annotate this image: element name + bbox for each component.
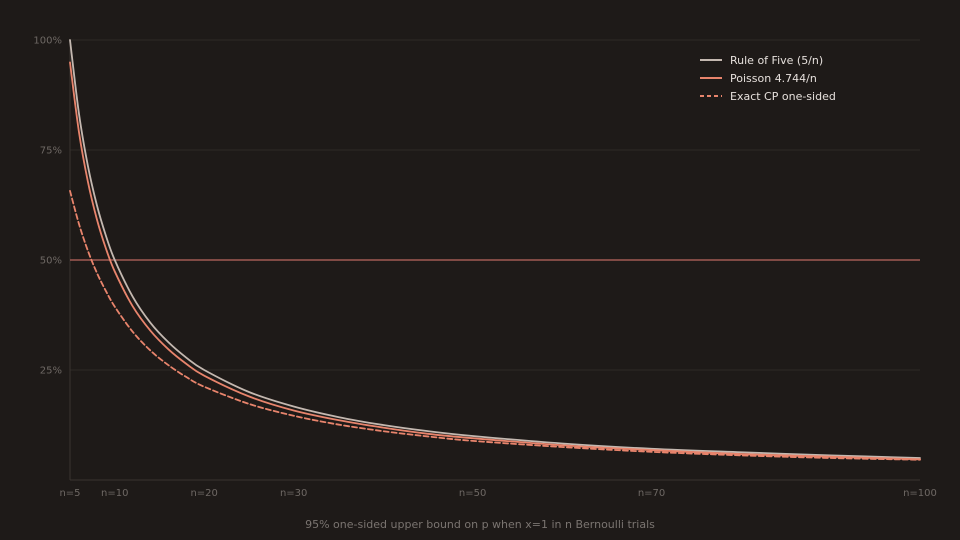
legend-item-rule-of-five: Rule of Five (5/n) <box>700 54 823 67</box>
legend-label: Exact CP one-sided <box>730 90 836 103</box>
x-tick-label: n=100 <box>903 488 937 499</box>
y-tick-label: 100% <box>33 36 62 47</box>
legend-label: Rule of Five (5/n) <box>730 54 823 67</box>
x-axis-label: 95% one-sided upper bound on p when x=1 … <box>305 518 655 531</box>
legend-item-poisson: Poisson 4.744/n <box>700 72 817 85</box>
x-tick-label: n=20 <box>190 488 217 499</box>
y-tick-label: 25% <box>40 366 62 377</box>
tick-label-layer: 25% 50% 75% 100% n=5 n=10 n=20 n=30 n=50 n=70 n=10… <box>33 36 937 500</box>
series-layer <box>69 39 921 461</box>
poisson-line <box>69 61 921 461</box>
x-tick-label: n=30 <box>280 488 307 499</box>
rule-of-five-line <box>69 39 921 459</box>
legend-item-exact-cp: Exact CP one-sided <box>700 90 836 103</box>
y-tick-label: 75% <box>40 146 62 157</box>
x-tick-label: n=50 <box>459 488 486 499</box>
x-tick-label: n=70 <box>638 488 665 499</box>
x-tick-label: n=10 <box>101 488 128 499</box>
y-tick-label: 50% <box>40 256 62 267</box>
x-tick-label: n=5 <box>59 488 80 499</box>
exact-cp-line <box>69 190 921 461</box>
legend: Rule of Five (5/n) Poisson 4.744/n Exact C… <box>700 54 836 103</box>
legend-label: Poisson 4.744/n <box>730 72 817 85</box>
